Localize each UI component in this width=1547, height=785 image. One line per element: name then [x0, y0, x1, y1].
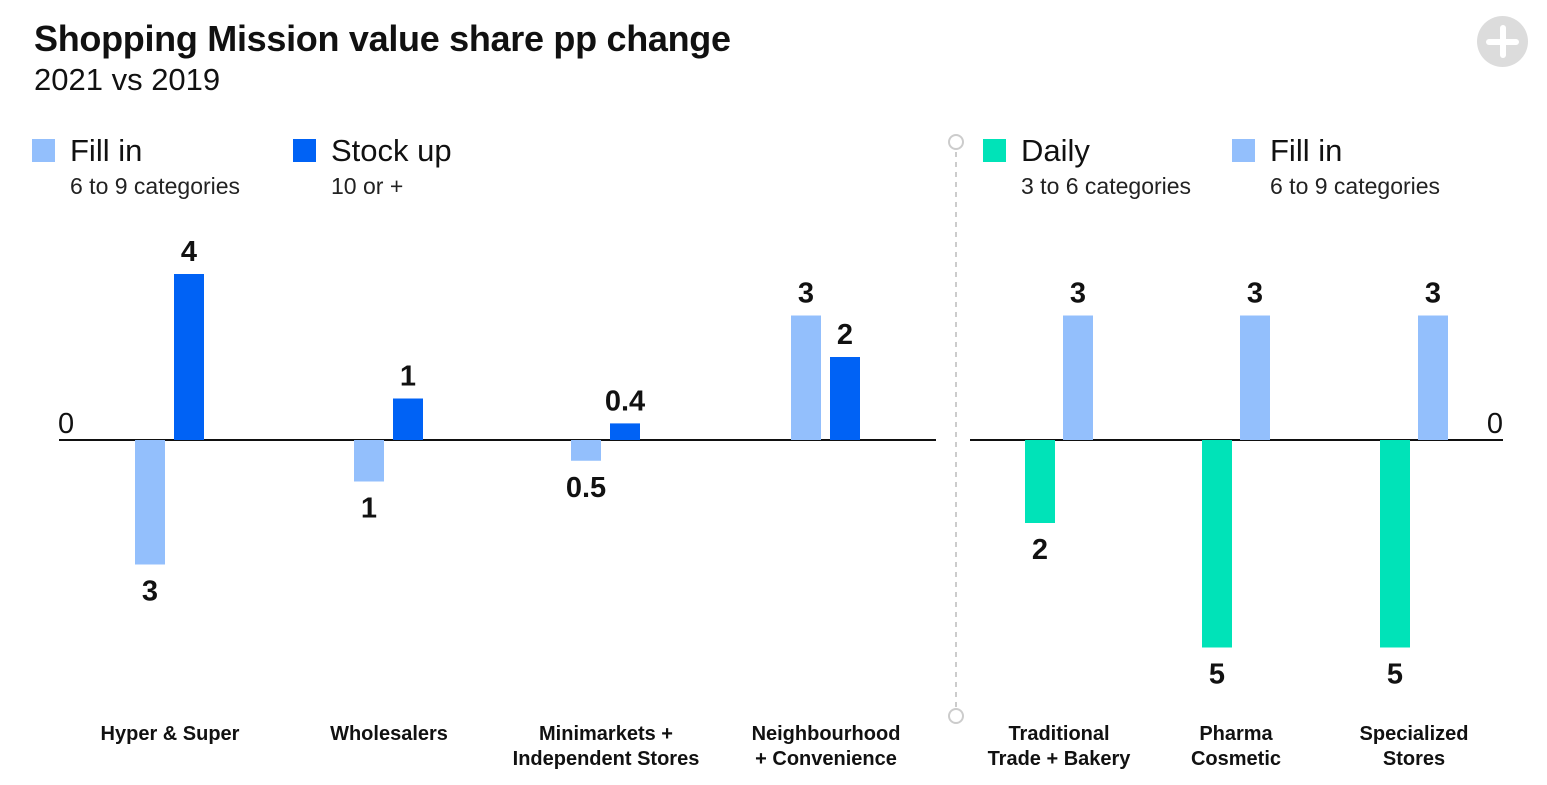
bar-fill-in-pharma-cosmetic: [1240, 315, 1270, 440]
zero-label-2: 0: [1487, 408, 1503, 440]
category-label-wholesalers: Wholesalers: [330, 723, 448, 745]
bar-daily-specialized-stores: [1380, 440, 1410, 648]
legend-label-daily: Daily: [1021, 133, 1090, 168]
category-label-minimarkets-independent-stores-line-1: Minimarkets +: [539, 723, 673, 745]
category-label-pharma-cosmetic-line-2: Cosmetic: [1191, 748, 1281, 770]
category-label-traditional-trade-bakery-line-1: Traditional: [1008, 723, 1109, 745]
bar-stock-up-hyper-super: [174, 274, 204, 440]
bar-fill-in-wholesalers: [354, 440, 384, 482]
bar-stock-up-minimarkets-independent-stores: [610, 423, 640, 440]
bar-daily-traditional-trade-bakery: [1025, 440, 1055, 523]
data-label-fill-in-neighbourhood-convenience: 3: [798, 278, 814, 310]
data-label-fill-in-minimarkets-independent-stores: 0.5: [566, 472, 606, 504]
data-label-daily-specialized-stores: 5: [1387, 659, 1403, 691]
data-label-fill-in-traditional-trade-bakery: 3: [1070, 278, 1086, 310]
zero-label-1: 0: [58, 408, 74, 440]
data-label-stock-up-wholesalers: 1: [400, 361, 416, 393]
category-label-neighbourhood-convenience-line-2: + Convenience: [755, 748, 897, 770]
bar-fill-in-traditional-trade-bakery: [1063, 315, 1093, 440]
legend-swatch-fill-in: [32, 139, 55, 162]
category-label-specialized-stores-line-1: Specialized: [1360, 723, 1469, 745]
data-label-stock-up-neighbourhood-convenience: 2: [837, 319, 853, 351]
category-label-specialized-stores-line-2: Stores: [1383, 748, 1445, 770]
legend-sublabel-daily: 3 to 6 categories: [1021, 173, 1192, 199]
bar-stock-up-wholesalers: [393, 398, 423, 440]
divider-top-knob: [948, 134, 964, 150]
data-label-stock-up-hyper-super: 4: [181, 236, 197, 268]
legend-sublabel-fill-in-right: 6 to 9 categories: [1270, 173, 1441, 199]
legend-label-stock-up: Stock up: [331, 133, 452, 168]
data-label-stock-up-minimarkets-independent-stores: 0.4: [605, 385, 645, 417]
category-label-hyper-super: Hyper & Super: [101, 723, 240, 745]
divider-bottom-knob: [948, 708, 964, 724]
bar-fill-in-minimarkets-independent-stores: [571, 440, 601, 461]
category-label-minimarkets-independent-stores-line-2: Independent Stores: [513, 748, 700, 770]
bar-daily-pharma-cosmetic: [1202, 440, 1232, 648]
data-label-daily-pharma-cosmetic: 5: [1209, 659, 1225, 691]
bar-stock-up-neighbourhood-convenience: [830, 357, 860, 440]
legend-swatch-stock-up: [293, 139, 316, 162]
data-label-daily-traditional-trade-bakery: 2: [1032, 534, 1048, 566]
bar-fill-in-neighbourhood-convenience: [791, 315, 821, 440]
data-label-fill-in-hyper-super: 3: [142, 576, 158, 608]
data-label-fill-in-wholesalers: 1: [361, 493, 377, 525]
plus-circle-icon[interactable]: [1477, 16, 1528, 67]
bar-fill-in-hyper-super: [135, 440, 165, 565]
legend-label-fill-in: Fill in: [70, 133, 143, 168]
data-label-fill-in-pharma-cosmetic: 3: [1247, 278, 1263, 310]
legend-swatch-daily: [983, 139, 1006, 162]
category-label-neighbourhood-convenience-line-1: Neighbourhood: [752, 723, 901, 745]
category-label-traditional-trade-bakery-line-2: Trade + Bakery: [988, 748, 1132, 770]
bar-fill-in-specialized-stores: [1418, 315, 1448, 440]
category-label-pharma-cosmetic-line-1: Pharma: [1199, 723, 1273, 745]
chart-title: Shopping Mission value share pp change: [34, 18, 731, 59]
legend-label-fill-in-right: Fill in: [1270, 133, 1343, 168]
legend-sublabel-stock-up: 10 or +: [331, 173, 404, 199]
legend-swatch-fill-in-right: [1232, 139, 1255, 162]
data-label-fill-in-specialized-stores: 3: [1425, 278, 1441, 310]
legend-sublabel-fill-in: 6 to 9 categories: [70, 173, 241, 199]
chart-subtitle: 2021 vs 2019: [34, 62, 221, 97]
